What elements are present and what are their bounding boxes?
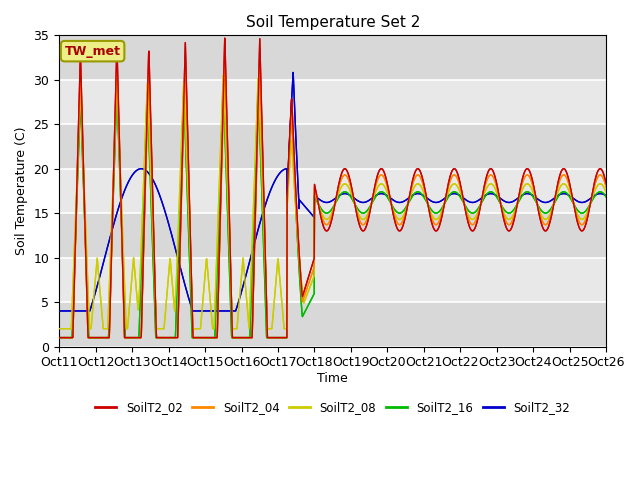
SoilT2_08	[322, 216, 330, 222]
SoilT2_04	[322, 221, 330, 227]
Bar	[59, 258, 606, 302]
Title: Soil Temperature Set 2: Soil Temperature Set 2	[246, 15, 420, 30]
SoilT2_32	[83, 308, 91, 314]
SoilT2_02	[586, 201, 594, 206]
Line: SoilT2_32: SoilT2_32	[59, 72, 606, 311]
SoilT2_04	[587, 199, 595, 204]
Legend: SoilT2_02, SoilT2_04, SoilT2_08, SoilT2_16, SoilT2_32: SoilT2_02, SoilT2_04, SoilT2_08, SoilT2_…	[90, 396, 575, 419]
SoilT2_16	[587, 200, 595, 206]
SoilT2_04	[307, 274, 315, 280]
SoilT2_16	[322, 210, 330, 216]
SoilT2_04	[83, 301, 91, 307]
SoilT2_02	[322, 228, 330, 233]
SoilT2_08	[307, 282, 315, 288]
SoilT2_02	[486, 166, 494, 172]
SoilT2_16	[307, 297, 315, 303]
SoilT2_32	[587, 195, 595, 201]
Bar	[59, 80, 606, 124]
SoilT2_08	[220, 72, 227, 78]
SoilT2_08	[55, 326, 63, 332]
SoilT2_08	[486, 181, 494, 187]
Y-axis label: Soil Temperature (C): Soil Temperature (C)	[15, 127, 28, 255]
Line: SoilT2_02: SoilT2_02	[59, 38, 606, 337]
X-axis label: Time: Time	[317, 372, 348, 385]
Bar	[59, 302, 606, 347]
SoilT2_16	[602, 194, 610, 200]
Bar	[59, 213, 606, 258]
SoilT2_32	[307, 211, 315, 216]
SoilT2_02	[307, 266, 315, 272]
SoilT2_02	[587, 199, 595, 205]
SoilT2_32	[289, 70, 297, 75]
SoilT2_02	[221, 36, 228, 41]
SoilT2_32	[602, 193, 610, 199]
Line: SoilT2_04: SoilT2_04	[59, 56, 606, 337]
SoilT2_16	[55, 335, 63, 340]
Bar	[59, 36, 606, 80]
SoilT2_02	[602, 181, 610, 187]
SoilT2_04	[486, 172, 494, 178]
SoilT2_02	[83, 299, 91, 305]
SoilT2_04	[55, 335, 63, 340]
SoilT2_08	[587, 200, 595, 206]
SoilT2_04	[586, 200, 594, 205]
SoilT2_16	[83, 286, 91, 291]
SoilT2_08	[83, 261, 91, 266]
SoilT2_32	[486, 191, 494, 196]
Bar	[59, 124, 606, 168]
SoilT2_04	[602, 184, 610, 190]
SoilT2_16	[586, 201, 594, 206]
Line: SoilT2_16: SoilT2_16	[59, 84, 606, 337]
SoilT2_32	[322, 200, 330, 205]
SoilT2_08	[602, 190, 610, 195]
Bar	[59, 168, 606, 213]
SoilT2_02	[55, 335, 63, 340]
SoilT2_32	[55, 308, 63, 314]
Line: SoilT2_08: SoilT2_08	[59, 75, 606, 329]
SoilT2_16	[486, 189, 494, 195]
SoilT2_08	[586, 201, 594, 206]
SoilT2_32	[586, 196, 594, 202]
Text: TW_met: TW_met	[65, 45, 120, 58]
SoilT2_16	[220, 81, 227, 87]
SoilT2_04	[221, 53, 228, 59]
